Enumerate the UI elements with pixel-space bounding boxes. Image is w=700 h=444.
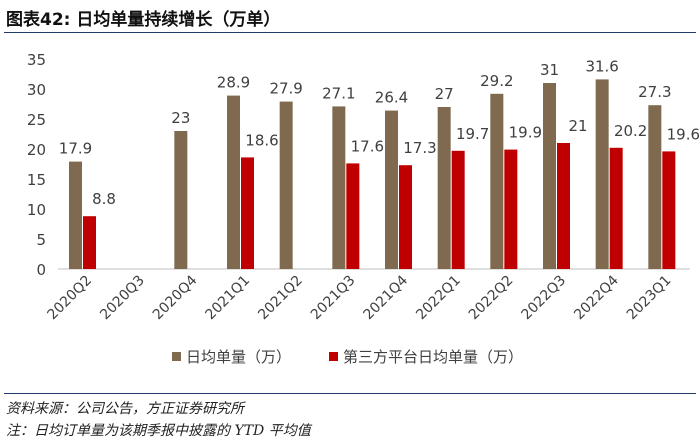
- y-tick-label: 30: [27, 81, 46, 99]
- bars: [69, 79, 676, 270]
- x-tick-label: 2021Q2: [255, 273, 306, 324]
- data-labels: 17.9 8.8 23 28.9 18.6 27.9 27.1 17.6 26.4 17.3 27 1…: [59, 57, 700, 208]
- label-daily-orders: 27.1: [322, 84, 355, 102]
- bar-daily-orders: [490, 93, 504, 269]
- bar-third-party-orders: [504, 149, 518, 269]
- x-tick-label: 2023Q1: [624, 273, 675, 324]
- label-daily-orders: 26.4: [375, 89, 408, 107]
- label-daily-orders: 27.3: [638, 83, 671, 101]
- x-tick-label: 2020Q4: [150, 272, 201, 323]
- bar-daily-orders: [595, 79, 609, 270]
- x-tick-label: 2021Q3: [308, 273, 359, 324]
- label-third-party-orders: 18.6: [245, 131, 278, 149]
- bar-daily-orders: [385, 110, 398, 269]
- y-tick-label: 25: [27, 111, 46, 129]
- y-tick-label: 35: [27, 51, 46, 69]
- label-third-party-orders: 19.7: [456, 125, 489, 143]
- bar-third-party-orders: [609, 147, 623, 269]
- label-daily-orders: 23: [171, 109, 190, 127]
- bar-daily-orders: [543, 83, 556, 269]
- bar-daily-orders: [279, 101, 293, 269]
- footnote: 注：日均订单量为该期季报中披露的 YTD 平均值: [6, 423, 311, 439]
- bar-third-party-orders: [241, 157, 254, 269]
- y-tick-label: 10: [27, 201, 46, 219]
- legend-swatch: [329, 352, 338, 361]
- label-daily-orders: 27.9: [269, 80, 302, 98]
- y-tick-label: 5: [36, 231, 46, 249]
- y-tick-label: 0: [36, 261, 46, 279]
- label-third-party-orders: 17.3: [403, 139, 436, 157]
- x-tick-label: 2020Q2: [45, 273, 96, 324]
- title-bar: 图表42: 日均单量持续增长（万单）: [4, 2, 696, 33]
- x-tick-label: 2022Q4: [571, 272, 622, 323]
- bar-daily-orders: [174, 131, 188, 269]
- label-third-party-orders: 20.2: [614, 122, 647, 140]
- chart-title: 图表42: 日均单量持续增长（万单）: [6, 10, 281, 30]
- bar-third-party-orders: [662, 151, 676, 269]
- legend-label: 日均单量（万）: [186, 348, 291, 366]
- label-daily-orders: 27: [435, 85, 454, 103]
- bar-daily-orders: [332, 106, 346, 270]
- label-third-party-orders: 8.8: [92, 190, 116, 208]
- bar-daily-orders: [227, 95, 240, 269]
- y-tick-label: 20: [27, 141, 46, 159]
- bar-daily-orders: [648, 105, 662, 269]
- bar-third-party-orders: [346, 163, 360, 269]
- label-third-party-orders: 19.9: [509, 124, 542, 142]
- label-daily-orders: 29.2: [480, 72, 513, 90]
- label-daily-orders: 31.6: [585, 57, 618, 75]
- x-tick-label: 2020Q3: [97, 273, 148, 324]
- source-divider: [4, 393, 696, 394]
- label-third-party-orders: 19.6: [667, 125, 700, 143]
- x-tick-labels: 2020Q2 2020Q3 2020Q4 2021Q1 2021Q2 2021Q3 2021…: [45, 272, 675, 323]
- x-tick-label: 2021Q4: [361, 272, 412, 323]
- bar-third-party-orders: [451, 150, 465, 269]
- label-third-party-orders: 21: [568, 117, 587, 135]
- legend: 日均单量（万） 第三方平台日均单量（万）: [172, 348, 523, 366]
- label-daily-orders: 31: [540, 61, 559, 79]
- x-tick-label: 2021Q1: [203, 273, 254, 324]
- bar-chart: 17.9 8.8 23 28.9 18.6 27.9 27.1 17.6 26.4 17.3 27 1…: [27, 51, 700, 366]
- bar-third-party-orders: [399, 165, 412, 269]
- bar-third-party-orders: [557, 143, 570, 269]
- label-daily-orders: 17.9: [59, 140, 92, 158]
- bar-daily-orders: [437, 107, 451, 269]
- x-tick-label: 2022Q1: [413, 273, 464, 324]
- legend-swatch: [172, 352, 181, 361]
- label-daily-orders: 28.9: [217, 74, 250, 92]
- source-note: 资料来源：公司公告，方正证券研究所: [6, 401, 244, 417]
- y-tick-labels: 0 5 10 15 20 25 30 35: [27, 51, 46, 279]
- y-tick-label: 15: [27, 171, 46, 189]
- label-third-party-orders: 17.6: [351, 137, 384, 155]
- legend-label: 第三方平台日均单量（万）: [343, 348, 523, 366]
- bar-daily-orders: [69, 161, 82, 269]
- x-tick-label: 2022Q2: [466, 273, 517, 324]
- bar-third-party-orders: [83, 216, 96, 269]
- x-tick-label: 2022Q3: [519, 273, 570, 324]
